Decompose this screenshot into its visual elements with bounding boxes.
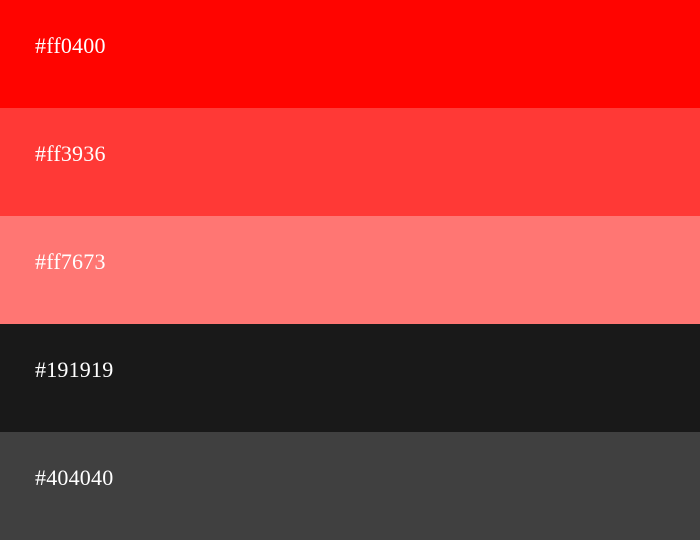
color-swatch-3[interactable]: #ff7673 [0, 216, 700, 324]
swatch-hex-label: #404040 [35, 465, 114, 490]
swatch-hex-label: #ff7673 [35, 249, 106, 274]
color-swatch-2[interactable]: #ff3936 [0, 108, 700, 216]
color-swatch-1[interactable]: #ff0400 [0, 0, 700, 108]
swatch-hex-label: #191919 [35, 357, 114, 382]
color-swatch-5[interactable]: #404040 [0, 432, 700, 540]
swatch-hex-label: #ff3936 [35, 141, 106, 166]
color-swatch-4[interactable]: #191919 [0, 324, 700, 432]
swatch-hex-label: #ff0400 [35, 33, 106, 58]
